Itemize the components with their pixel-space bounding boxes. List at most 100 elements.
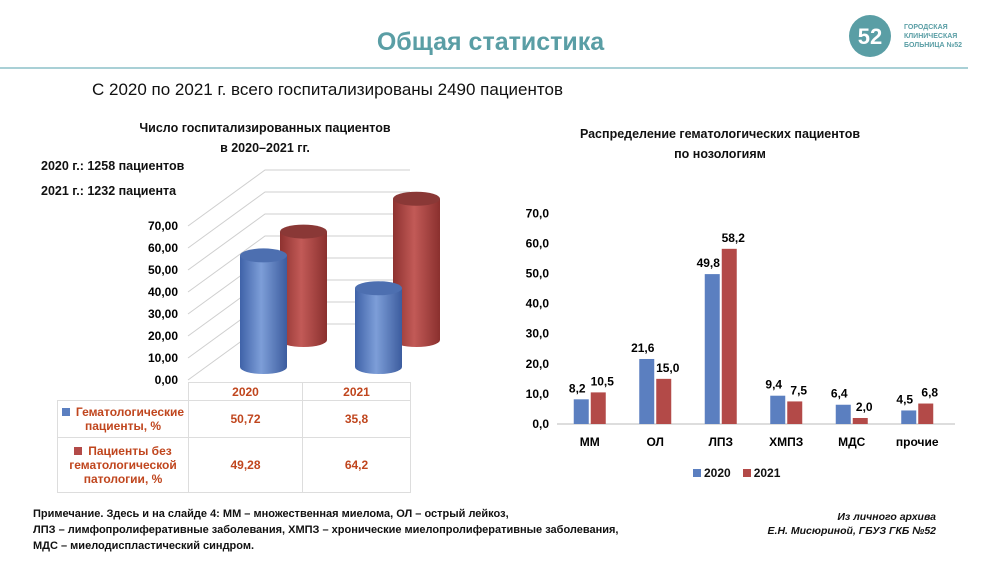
- x-tick-label: ОЛ: [647, 435, 664, 449]
- chart1-notes: 2020 г.: 1258 пациентов 2021 г.: 1232 па…: [41, 154, 184, 204]
- bar-2020: [770, 395, 786, 424]
- gridline: [187, 213, 410, 271]
- data-label: 8,2: [569, 381, 586, 395]
- data-label: 21,6: [631, 341, 655, 355]
- y-tick-label: 20,00: [148, 329, 178, 343]
- bar-2020: [573, 399, 589, 424]
- logo-number: 52: [858, 24, 882, 49]
- chart2-title-line: Распределение гематологических пациентов: [579, 127, 861, 141]
- row-label-hematologic: Гематологические пациенты, %: [57, 400, 189, 438]
- y-tick-label: 50,0: [526, 267, 550, 281]
- legend-label: 2020: [704, 466, 731, 480]
- bar-2020: [901, 410, 917, 424]
- legend-label: 2021: [753, 466, 781, 480]
- cylinder-bar: [240, 255, 287, 374]
- chart1-title-line: в 2020–2021 гг.: [220, 141, 310, 155]
- y-tick-label: 30,00: [148, 307, 178, 321]
- x-tick-label: ЛПЗ: [708, 435, 733, 449]
- y-tick-label: 70,00: [148, 219, 178, 233]
- chart2-title: Распределение гематологических пациентов…: [560, 124, 880, 164]
- chart2-legend: 2020 2021: [693, 466, 780, 480]
- x-tick-label: ХМПЗ: [769, 435, 803, 449]
- chart2-title-line: по нозологиям: [674, 147, 766, 161]
- legend-swatch: [693, 469, 701, 477]
- series-name: Гематологические пациенты, %: [75, 405, 185, 433]
- y-tick-label: 70,0: [526, 206, 550, 220]
- chart1-title-line: Число госпитализированных пациентов: [139, 121, 391, 135]
- cell: 64,2: [302, 437, 411, 493]
- y-tick-label: 10,00: [148, 351, 178, 365]
- data-label: 49,8: [697, 256, 721, 270]
- data-label: 10,5: [591, 374, 615, 388]
- y-tick-label: 40,00: [148, 285, 178, 299]
- bar-2021: [918, 403, 934, 424]
- subtitle: С 2020 по 2021 г. всего госпитализирован…: [92, 80, 563, 99]
- gridline: [187, 191, 410, 249]
- source-line: Из личного архива: [837, 511, 936, 523]
- chart1-data-table: 2020 2021 Гематологические пациенты, % 5…: [57, 382, 411, 493]
- cell: 49,28: [188, 437, 303, 493]
- y-tick-label: 20,0: [526, 357, 550, 371]
- data-label: 2,0: [856, 400, 873, 414]
- chart2-plot: 0,0 10,0 20,0 30,0 40,0 50,0 60,0 70,0 ММ 8,2 10,5…: [526, 206, 955, 449]
- y-tick-label: 0,0: [532, 417, 549, 431]
- cylinder-bar: [280, 231, 327, 347]
- footnote-line: МДС – миелодиспластический синдром.: [33, 540, 255, 552]
- logo-line: ГОРОДСКАЯ: [904, 24, 948, 31]
- y-tick-label: 30,0: [526, 327, 550, 341]
- data-label: 15,0: [656, 361, 680, 375]
- page-title: Общая статистика: [376, 28, 605, 56]
- note-2020: 2020 г.: 1258 пациентов: [41, 159, 185, 173]
- legend-swatch-blue: [61, 408, 70, 416]
- footnote-line: Примечание. Здесь и на слайде 4: ММ – мн…: [33, 508, 509, 520]
- bar-2021: [656, 378, 672, 424]
- bar-2020: [704, 274, 720, 424]
- col-2020: 2020: [188, 382, 303, 401]
- data-label: 4,5: [896, 392, 913, 406]
- gridline: [187, 169, 410, 227]
- cylinder-top: [240, 248, 287, 263]
- y-tick-label: 10,0: [526, 387, 550, 401]
- header-divider: [0, 67, 968, 69]
- data-label: 7,5: [790, 383, 807, 397]
- footnote: Примечание. Здесь и на слайде 4: ММ – мн…: [33, 506, 618, 554]
- y-tick-label: 50,00: [148, 263, 178, 277]
- bar-2020: [835, 404, 851, 424]
- bar-2021: [590, 392, 606, 424]
- cylinder-top: [280, 224, 327, 239]
- legend-2021: 2021: [742, 466, 781, 480]
- note-2021: 2021 г.: 1232 пациента: [41, 184, 177, 198]
- data-label: 6,4: [831, 387, 848, 401]
- legend-2020: 2020: [693, 466, 731, 480]
- data-label: 58,2: [722, 231, 746, 245]
- legend-swatch-red: [74, 447, 83, 455]
- bar-2021: [852, 417, 868, 424]
- y-tick-label: 40,0: [526, 297, 550, 311]
- y-tick-label: 60,0: [526, 236, 550, 250]
- cylinder-bar: [393, 198, 440, 347]
- cylinder-top: [355, 281, 402, 296]
- x-tick-label: ММ: [580, 435, 600, 449]
- x-tick-label: прочие: [896, 435, 939, 449]
- bar-2021: [787, 401, 803, 424]
- logo-line: БОЛЬНИЦА №52: [904, 42, 963, 49]
- series-name: Пациенты без гематологической патологии,…: [69, 444, 177, 486]
- bar-2021: [721, 248, 737, 424]
- cylinder-top: [393, 191, 440, 206]
- logo-icon: 52: [849, 15, 891, 57]
- chart1-title: Число госпитализированных пациентов в 20…: [100, 118, 430, 158]
- x-tick-label: МДС: [838, 435, 866, 449]
- cell: 35,8: [302, 400, 411, 438]
- footnote-line: ЛПЗ – лимфопролиферативные заболевания, …: [33, 524, 619, 536]
- bar-2020: [639, 358, 655, 424]
- data-label: 6,8: [921, 386, 938, 400]
- logo-line: КЛИНИЧЕСКАЯ: [904, 33, 958, 40]
- y-tick-label: 60,00: [148, 241, 178, 255]
- source-line: Е.Н. Мисюриной, ГБУЗ ГКБ №52: [767, 525, 936, 537]
- logo-text: ГОРОДСКАЯ КЛИНИЧЕСКАЯ БОЛЬНИЦА №52: [904, 23, 962, 50]
- legend-swatch: [742, 469, 751, 477]
- data-label: 9,4: [765, 378, 782, 392]
- gridline: [187, 235, 410, 293]
- source-credit: Из личного архива Е.Н. Мисюриной, ГБУЗ Г…: [700, 510, 936, 538]
